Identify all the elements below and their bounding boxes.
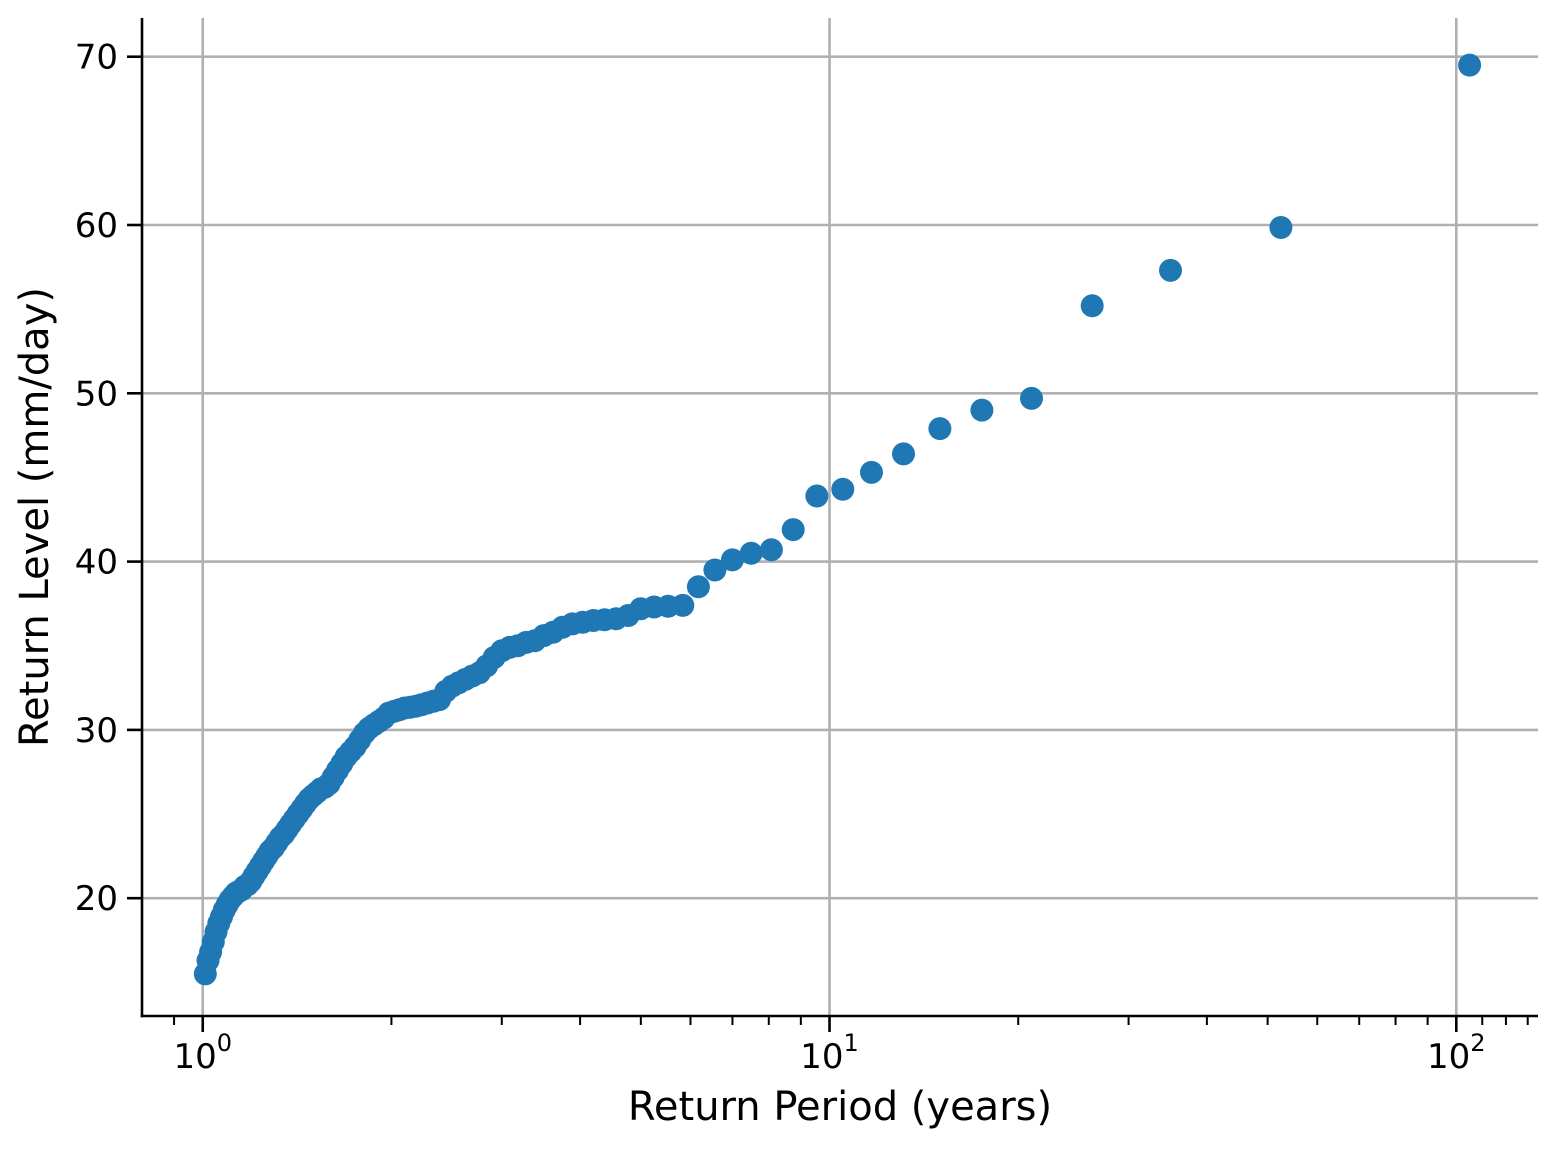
data-point [703, 558, 727, 582]
x-axis-label: Return Period (years) [628, 1084, 1052, 1130]
data-point [720, 548, 744, 572]
data-point [739, 541, 763, 565]
data-point [892, 442, 915, 466]
scatter-points-layer [193, 53, 1482, 986]
axes-layer [127, 18, 1538, 1032]
x-tick-label: 100 [173, 1029, 232, 1077]
x-tick-label: 101 [800, 1029, 859, 1077]
data-point [928, 417, 952, 441]
x-tick-label: 102 [1427, 1029, 1486, 1077]
data-point [781, 518, 805, 542]
data-point [805, 484, 829, 508]
data-point [686, 575, 710, 599]
y-axis-label: Return Level (mm/day) [12, 287, 58, 747]
data-point [860, 460, 883, 484]
y-tick-label: 40 [75, 543, 118, 583]
data-point [1080, 294, 1104, 318]
data-point [831, 477, 855, 501]
y-tick-label: 30 [75, 711, 118, 751]
tick-label-layer: 100 101 102 20 30 40 50 60 70 [75, 38, 1486, 1077]
data-point [671, 593, 695, 617]
data-point [759, 538, 783, 562]
y-tick-label: 60 [75, 206, 118, 246]
y-tick-label: 20 [75, 879, 118, 919]
data-point [1159, 258, 1182, 282]
grid-layer [142, 18, 1538, 1016]
y-tick-label: 70 [75, 38, 118, 78]
y-tick-label: 50 [75, 374, 118, 414]
data-point [1020, 386, 1043, 410]
data-point [1458, 53, 1482, 77]
data-point [1269, 216, 1293, 239]
data-point [970, 398, 994, 422]
